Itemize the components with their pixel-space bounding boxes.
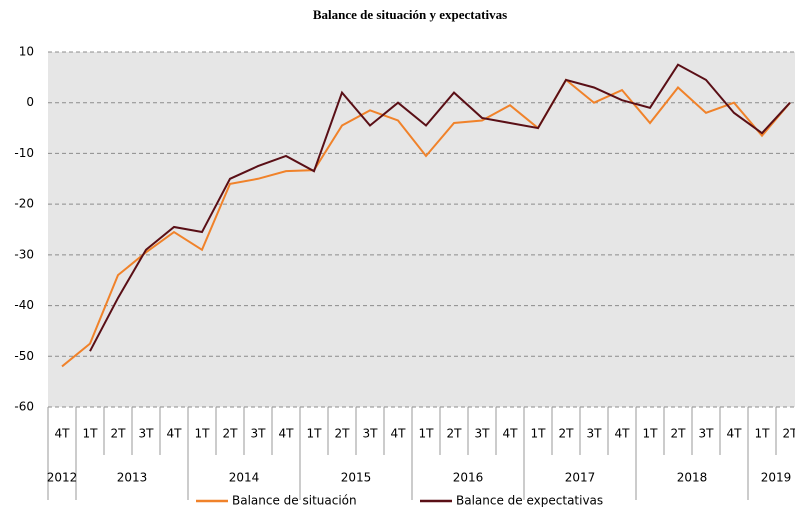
y-tick-label: 10: [19, 45, 34, 59]
x-tick-label: 2T: [671, 427, 687, 441]
x-tick-label: 2T: [223, 427, 239, 441]
x-tick-label: 1T: [419, 427, 435, 441]
x-tick-label: 1T: [643, 427, 659, 441]
x-group-label: 2014: [229, 471, 260, 485]
x-tick-label: 1T: [307, 427, 323, 441]
x-tick-label: 4T: [55, 427, 71, 441]
chart-title: Balance de situación y expectativas: [313, 7, 507, 22]
x-tick-label: 4T: [615, 427, 631, 441]
x-tick-label: 1T: [755, 427, 771, 441]
x-tick-label: 4T: [727, 427, 743, 441]
x-tick-label: 3T: [139, 427, 155, 441]
x-group-label: 2013: [117, 471, 148, 485]
x-tick-label: 1T: [531, 427, 547, 441]
x-tick-label: 4T: [279, 427, 295, 441]
plot-area: [48, 52, 795, 407]
legend-label: Balance de situación: [232, 494, 357, 508]
x-tick-label: 2T: [783, 427, 795, 441]
y-tick-label: -30: [14, 247, 34, 261]
legend-label: Balance de expectativas: [456, 494, 603, 508]
x-group-label: 2015: [341, 471, 372, 485]
series-line: [89, 63, 791, 352]
y-tick-label: 0: [26, 95, 34, 109]
y-tick-label: -10: [14, 146, 34, 160]
y-tick-label: -50: [14, 349, 34, 363]
x-tick-label: 2T: [335, 427, 351, 441]
x-tick-label: 3T: [587, 427, 603, 441]
x-tick-label: 1T: [195, 427, 211, 441]
x-tick-label: 3T: [363, 427, 379, 441]
x-tick-label: 3T: [699, 427, 715, 441]
x-tick-label: 3T: [475, 427, 491, 441]
x-tick-label: 4T: [503, 427, 519, 441]
x-tick-label: 1T: [83, 427, 99, 441]
x-tick-label: 4T: [167, 427, 183, 441]
x-tick-label: 2T: [111, 427, 127, 441]
x-tick-label: 3T: [251, 427, 267, 441]
y-tick-label: -20: [14, 197, 34, 211]
x-group-label: 2018: [677, 471, 708, 485]
x-group-label: 2019: [761, 471, 792, 485]
x-tick-label: 2T: [447, 427, 463, 441]
x-group-label: 2012: [47, 471, 78, 485]
x-group-label: 2017: [565, 471, 596, 485]
y-tick-label: -40: [14, 298, 34, 312]
x-tick-label: 2T: [559, 427, 575, 441]
y-tick-label: -60: [14, 400, 34, 414]
x-group-label: 2016: [453, 471, 484, 485]
series-line: [61, 78, 791, 368]
x-tick-label: 4T: [391, 427, 407, 441]
